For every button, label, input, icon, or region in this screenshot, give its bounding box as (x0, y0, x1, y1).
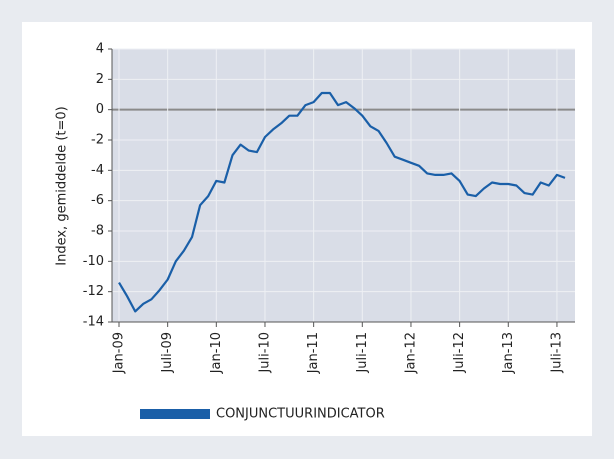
y-tick-label: -14 (83, 315, 104, 330)
y-tick-label: -10 (83, 254, 104, 269)
legend-swatch (140, 409, 210, 419)
y-axis-label: Index, gemiddelde (t=0) (55, 106, 70, 265)
x-tick-label: Jan-12 (403, 332, 418, 374)
x-tick-label: Juli-11 (355, 332, 370, 374)
y-tick-label: -6 (91, 193, 104, 208)
y-tick-label: -8 (91, 224, 104, 239)
x-tick-label: Jan-13 (501, 332, 516, 374)
x-tick-label: Juli-12 (452, 332, 467, 374)
x-tick-label: Jan-11 (306, 332, 321, 374)
data-line (118, 91, 566, 313)
y-tick-label: 2 (96, 72, 104, 87)
y-tick-label: 0 (96, 102, 104, 117)
y-tick-label: 4 (96, 42, 104, 57)
y-tick-label: -4 (91, 163, 104, 178)
x-tick-label: Jan-10 (209, 332, 224, 374)
x-tick-label: Juli-13 (549, 332, 564, 374)
x-tick-label: Juli-10 (257, 332, 272, 374)
x-tick-label: Jan-09 (112, 332, 127, 374)
legend-label: CONJUNCTUURINDICATOR (216, 407, 385, 422)
plot-area (112, 49, 575, 322)
x-tick-label: Juli-09 (160, 332, 175, 374)
y-tick-label: -12 (83, 284, 104, 299)
y-tick-label: -2 (91, 133, 104, 148)
